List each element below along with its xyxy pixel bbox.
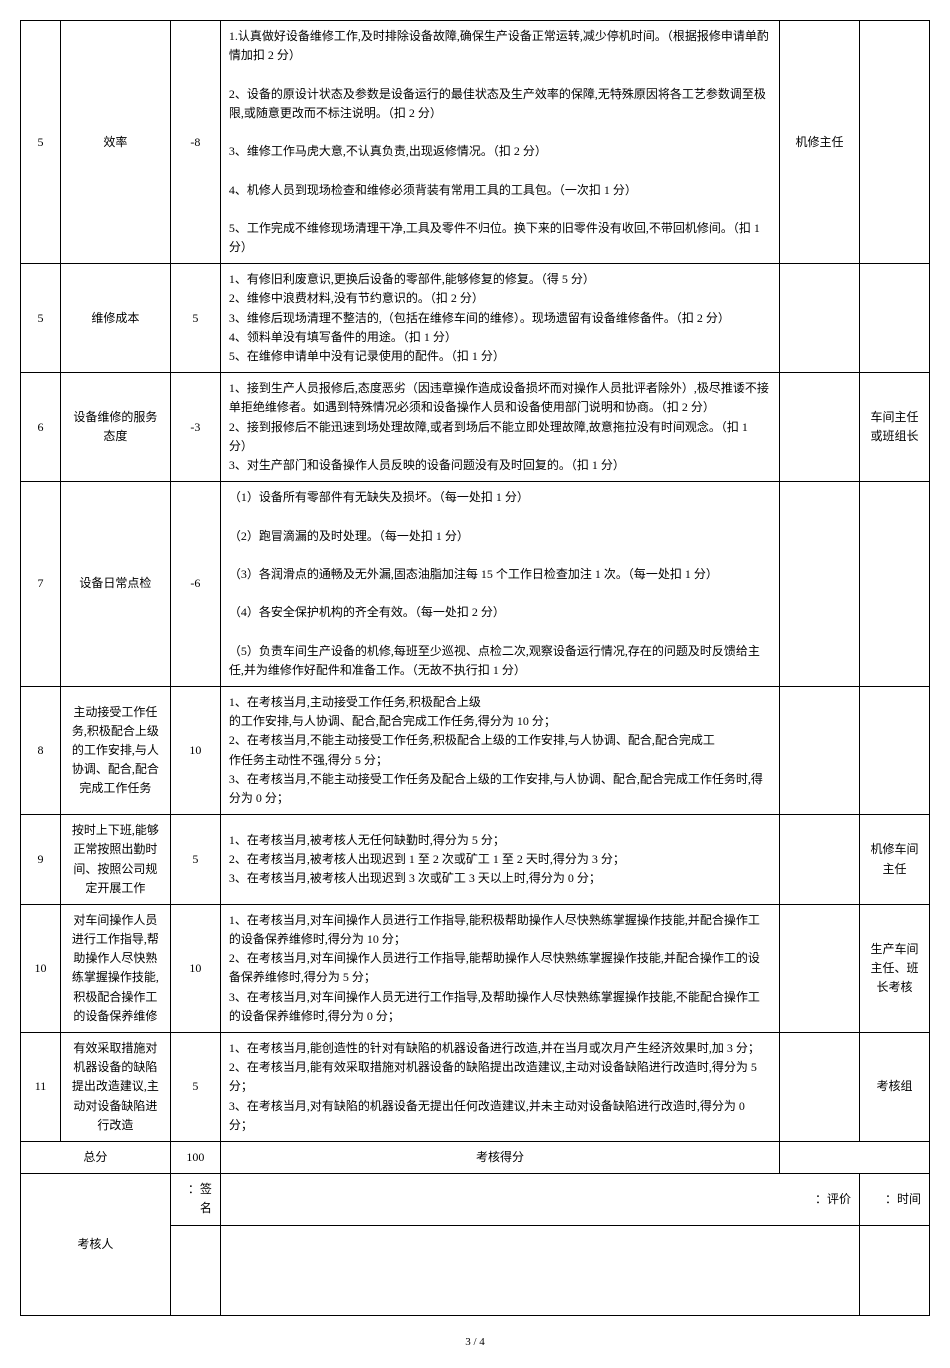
row-score: -3 <box>170 373 220 482</box>
row-index: 11 <box>21 1033 61 1142</box>
row-index: 6 <box>21 373 61 482</box>
assessment-table: 5效率-81.认真做好设备维修工作,及时排除设备故障,确保生产设备正常运转,减少… <box>20 20 930 1316</box>
row-dept <box>780 815 860 905</box>
appraiser-label: 考核人 <box>21 1174 171 1315</box>
sign-label: ：签名 <box>170 1174 220 1225</box>
row-note <box>860 264 930 373</box>
row-dept <box>780 373 860 482</box>
table-row: 11有效采取措施对机器设备的缺陷提出改造建议,主动对设备缺陷进行改造51、在考核… <box>21 1033 930 1142</box>
row-description: 1、在考核当月,主动接受工作任务,积极配合上级 的工作安排,与人协调、配合,配合… <box>220 687 779 815</box>
row-score: -6 <box>170 482 220 687</box>
row-description: （1）设备所有零部件有无缺失及损坏。（每一处扣 1 分） （2）跑冒滴漏的及时处… <box>220 482 779 687</box>
row-note <box>860 687 930 815</box>
total-label: 总分 <box>21 1141 171 1173</box>
row-index: 8 <box>21 687 61 815</box>
table-row: 5效率-81.认真做好设备维修工作,及时排除设备故障,确保生产设备正常运转,减少… <box>21 21 930 264</box>
total-score: 100 <box>170 1141 220 1173</box>
row-dept <box>780 904 860 1032</box>
row-index: 10 <box>21 904 61 1032</box>
row-note: 考核组 <box>860 1033 930 1142</box>
row-item-name: 设备维修的服务态度 <box>60 373 170 482</box>
total-result-blank <box>780 1141 930 1173</box>
row-note: 车间主任或班组长 <box>860 373 930 482</box>
row-description: 1、在考核当月,能创造性的针对有缺陷的机器设备进行改造,并在当月或次月产生经济效… <box>220 1033 779 1142</box>
table-row: 10对车间操作人员进行工作指导,帮助操作人尽快熟练掌握操作技能,积极配合操作工的… <box>21 904 930 1032</box>
row-dept <box>780 264 860 373</box>
row-dept <box>780 482 860 687</box>
row-description: 1、在考核当月,被考核人无任何缺勤时,得分为 5 分； 2、在考核当月,被考核人… <box>220 815 779 905</box>
row-note: 机修车间主任 <box>860 815 930 905</box>
time-blank <box>860 1225 930 1315</box>
time-label: ：时间 <box>860 1174 930 1225</box>
row-note <box>860 482 930 687</box>
row-item-name: 效率 <box>60 21 170 264</box>
row-score: -8 <box>170 21 220 264</box>
row-description: 1.认真做好设备维修工作,及时排除设备故障,确保生产设备正常运转,减少停机时间。… <box>220 21 779 264</box>
row-index: 7 <box>21 482 61 687</box>
row-score: 10 <box>170 687 220 815</box>
row-note: 生产车间主任、班长考核 <box>860 904 930 1032</box>
row-note <box>860 21 930 264</box>
table-row: 8主动接受工作任务,积极配合上级的工作安排,与人协调、配合,配合完成工作任务10… <box>21 687 930 815</box>
row-item-name: 设备日常点检 <box>60 482 170 687</box>
row-description: 1、有修旧利废意识,更换后设备的零部件,能够修复的修复。（得 5 分） 2、维修… <box>220 264 779 373</box>
table-row: 7设备日常点检-6（1）设备所有零部件有无缺失及损坏。（每一处扣 1 分） （2… <box>21 482 930 687</box>
row-description: 1、在考核当月,对车间操作人员进行工作指导,能积极帮助操作人尽快熟练掌握操作技能… <box>220 904 779 1032</box>
row-dept: 机修主任 <box>780 21 860 264</box>
row-score: 5 <box>170 1033 220 1142</box>
row-index: 5 <box>21 21 61 264</box>
row-score: 5 <box>170 815 220 905</box>
row-dept <box>780 1033 860 1142</box>
table-row: 9按时上下班,能够正常按照出勤时间、按照公司规定开展工作51、在考核当月,被考核… <box>21 815 930 905</box>
sign-blank <box>170 1225 220 1315</box>
signature-header-row: 考核人 ：签名 ：评价 ：时间 <box>21 1174 930 1225</box>
table-row: 5维修成本51、有修旧利废意识,更换后设备的零部件,能够修复的修复。（得 5 分… <box>21 264 930 373</box>
row-description: 1、接到生产人员报修后,态度恶劣（因违章操作造成设备损坏而对操作人员批评者除外）… <box>220 373 779 482</box>
row-score: 10 <box>170 904 220 1032</box>
row-item-name: 对车间操作人员进行工作指导,帮助操作人尽快熟练掌握操作技能,积极配合操作工的设备… <box>60 904 170 1032</box>
row-item-name: 维修成本 <box>60 264 170 373</box>
row-score: 5 <box>170 264 220 373</box>
row-item-name: 有效采取措施对机器设备的缺陷提出改造建议,主动对设备缺陷进行改造 <box>60 1033 170 1142</box>
row-dept <box>780 687 860 815</box>
table-row: 6设备维修的服务态度-31、接到生产人员报修后,态度恶劣（因违章操作造成设备损坏… <box>21 373 930 482</box>
row-index: 5 <box>21 264 61 373</box>
total-result-label: 考核得分 <box>220 1141 779 1173</box>
rating-blank <box>220 1225 859 1315</box>
row-index: 9 <box>21 815 61 905</box>
row-item-name: 按时上下班,能够正常按照出勤时间、按照公司规定开展工作 <box>60 815 170 905</box>
row-item-name: 主动接受工作任务,积极配合上级的工作安排,与人协调、配合,配合完成工作任务 <box>60 687 170 815</box>
page-number: 3 / 4 <box>20 1336 930 1348</box>
total-row: 总分 100 考核得分 <box>21 1141 930 1173</box>
rating-label: ：评价 <box>220 1174 859 1225</box>
